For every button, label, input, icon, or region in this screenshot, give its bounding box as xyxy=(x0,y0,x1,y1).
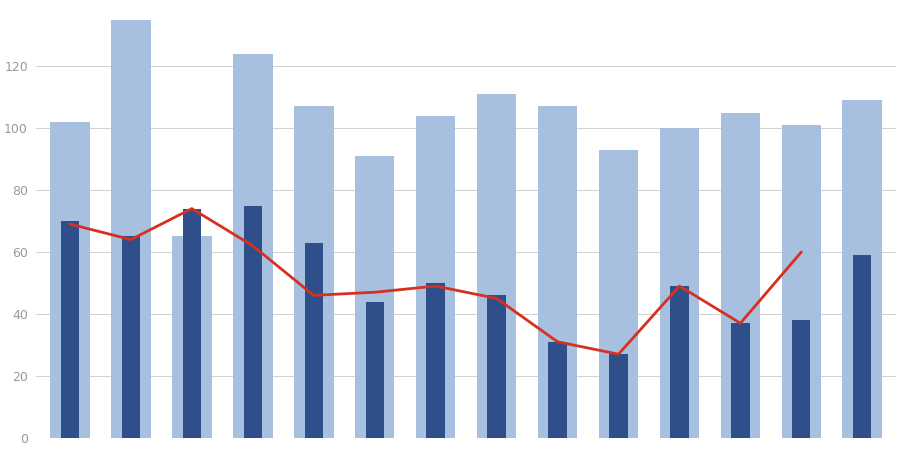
Bar xyxy=(488,295,506,438)
Bar xyxy=(670,286,688,438)
Bar xyxy=(233,54,273,438)
Bar xyxy=(537,106,577,438)
Bar xyxy=(609,354,627,438)
Bar xyxy=(50,122,90,438)
Bar xyxy=(732,323,750,438)
Bar xyxy=(183,209,201,438)
Bar xyxy=(355,156,394,438)
Bar xyxy=(660,128,699,438)
Bar xyxy=(111,20,150,438)
Bar xyxy=(416,116,455,438)
Bar xyxy=(427,283,445,438)
Bar xyxy=(792,320,811,438)
Bar xyxy=(477,94,517,438)
Bar xyxy=(781,125,821,438)
Bar xyxy=(548,342,567,438)
Bar xyxy=(294,106,334,438)
Bar xyxy=(244,206,262,438)
Bar xyxy=(721,112,760,438)
Bar xyxy=(598,150,638,438)
Bar xyxy=(842,100,882,438)
Bar xyxy=(365,302,383,438)
Bar xyxy=(304,243,323,438)
Bar xyxy=(172,237,212,438)
Bar xyxy=(61,221,79,438)
Bar xyxy=(853,255,871,438)
Bar xyxy=(122,237,140,438)
